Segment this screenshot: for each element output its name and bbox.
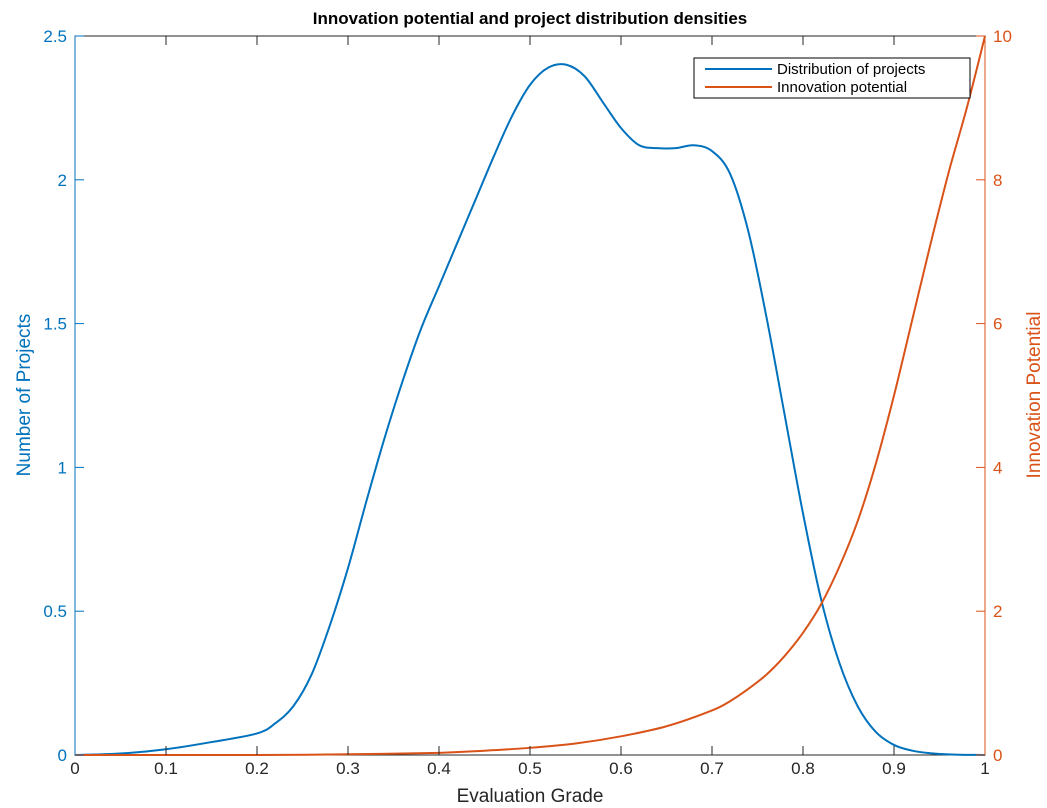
chart-title: Innovation potential and project distrib…	[313, 9, 747, 28]
y-left-tick-label: 1	[58, 458, 67, 477]
y-right-tick-label: 6	[993, 315, 1002, 334]
y-right-tick-label: 10	[993, 27, 1012, 46]
y-left-tick-label: 2.5	[43, 27, 67, 46]
y-right-tick-label: 0	[993, 746, 1002, 765]
series-line-distribution	[74, 63, 986, 756]
y-axis-right-label: Innovation Potential	[1024, 312, 1045, 479]
plot-area	[74, 35, 986, 756]
x-tick-label: 0.8	[791, 759, 815, 778]
x-tick-label: 0.6	[609, 759, 633, 778]
y-left-tick-label: 0.5	[43, 602, 67, 621]
x-axis-label: Evaluation Grade	[457, 786, 604, 807]
x-tick-label: 0.7	[700, 759, 724, 778]
legend: Distribution of projects Innovation pote…	[693, 57, 971, 99]
x-tick-label: 0.4	[427, 759, 451, 778]
legend-box	[693, 57, 971, 99]
ticks-layer: 0 0.1 0.2 0.3 0.4 0.5 0.6 0.7 0.8 0.9 100.511.522.…	[43, 27, 1012, 778]
y-left-tick-label: 0	[58, 746, 67, 765]
y-right-tick-label: 8	[993, 171, 1002, 190]
series-line-innovation	[75, 35, 986, 757]
legend-label-distribution: Distribution of projects	[777, 61, 925, 78]
y-left-tick-label: 2	[58, 171, 67, 190]
y-axis-left-label: Number of Projects	[14, 314, 35, 477]
x-tick-label: 0	[70, 759, 79, 778]
series-layer	[74, 35, 986, 757]
x-tick-label: 1	[980, 759, 989, 778]
y-left-tick-label: 1.5	[43, 315, 67, 334]
x-tick-label: 0.3	[336, 759, 360, 778]
y-right-tick-label: 4	[993, 458, 1002, 477]
y-right-tick-label: 2	[993, 602, 1002, 621]
x-tick-label: 0.9	[882, 759, 906, 778]
x-tick-label: 0.2	[245, 759, 269, 778]
x-tick-label: 0.1	[154, 759, 178, 778]
legend-label-innovation: Innovation potential	[777, 79, 907, 96]
x-tick-label: 0.5	[518, 759, 542, 778]
